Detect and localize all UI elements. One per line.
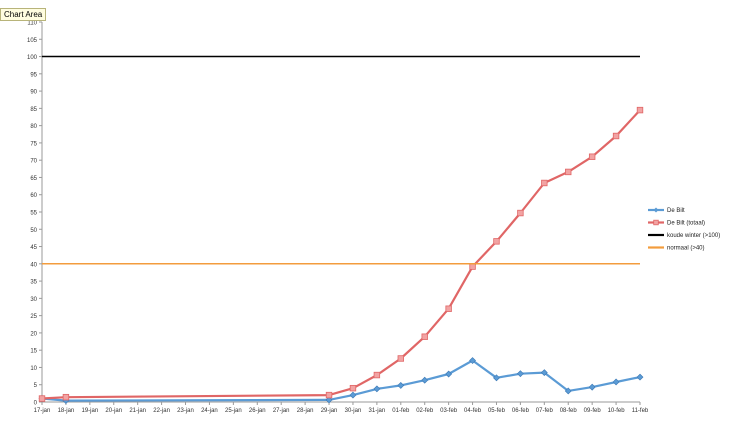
legend-swatch-marker	[653, 219, 659, 226]
x-tick-label: 21-jan	[129, 408, 146, 414]
data-point-square	[517, 209, 524, 217]
data-point-diamond	[349, 391, 357, 399]
series-line	[41, 109, 641, 400]
series-1	[38, 106, 644, 402]
data-point-square	[38, 395, 46, 402]
x-tick-label: 31-jan	[369, 408, 386, 414]
legend-label: koude winter (>100)	[667, 233, 720, 239]
x-tick-label: 05-feb	[488, 408, 506, 414]
x-tick-label: 24-jan	[201, 408, 218, 414]
data-point-square	[62, 393, 70, 401]
data-point-square	[588, 153, 596, 160]
data-point-diamond	[445, 370, 453, 378]
x-tick-label: 17-jan	[34, 408, 51, 414]
y-tick-label: 0	[34, 401, 38, 407]
data-point-square	[325, 391, 333, 399]
data-point-diamond	[325, 396, 333, 404]
data-point-diamond	[564, 387, 572, 395]
y-tick-label: 85	[30, 107, 37, 113]
data-point-diamond	[421, 376, 429, 384]
data-point-diamond	[636, 373, 644, 381]
x-tick-label: 06-feb	[512, 408, 530, 414]
series-line	[41, 359, 641, 402]
x-tick-label: 26-jan	[249, 408, 266, 414]
x-tick-label: 19-jan	[81, 408, 98, 414]
y-tick-label: 100	[27, 55, 38, 61]
data-point-diamond	[540, 369, 548, 377]
data-point-square	[636, 106, 644, 114]
y-tick-label: 80	[30, 124, 37, 130]
x-tick-label: 08-feb	[560, 408, 578, 414]
x-tick-label: 20-jan	[105, 408, 122, 414]
data-point-diamond	[397, 381, 405, 389]
data-point-square	[349, 384, 357, 392]
y-tick-label: 5	[34, 383, 38, 389]
legend-label: De Bilt	[667, 208, 685, 214]
data-point-square	[373, 371, 381, 379]
y-tick-label: 50	[30, 228, 37, 234]
x-tick-label: 22-jan	[153, 408, 170, 414]
data-point-diamond	[373, 385, 381, 393]
data-point-diamond	[493, 374, 500, 382]
data-point-diamond	[469, 357, 476, 364]
y-tick-label: 35	[30, 280, 37, 286]
y-tick-label: 25	[30, 314, 37, 320]
legend-label: normaal (>40)	[667, 246, 705, 252]
data-point-square	[565, 168, 572, 176]
data-point-diamond	[588, 383, 596, 391]
legend-label: De Bilt (totaal)	[667, 221, 705, 227]
y-tick-label: 75	[30, 141, 37, 147]
y-tick-label: 95	[30, 72, 37, 78]
data-point-square	[541, 179, 548, 187]
x-tick-label: 04-feb	[464, 408, 482, 414]
chart-area-tooltip: Chart Area	[0, 8, 47, 21]
x-tick-label: 18-jan	[58, 408, 75, 414]
data-point-square	[397, 355, 404, 362]
x-tick-label: 27-jan	[273, 408, 290, 414]
legend-swatch-marker	[653, 207, 659, 213]
x-tick-label: 29-jan	[321, 408, 338, 414]
y-tick-label: 55	[30, 211, 37, 217]
x-tick-label: 03-feb	[440, 408, 458, 414]
x-tick-label: 10-feb	[608, 408, 626, 414]
y-tick-label: 45	[30, 245, 37, 251]
y-tick-label: 20	[30, 331, 37, 337]
y-tick-label: 30	[30, 297, 37, 303]
data-point-diamond	[516, 370, 524, 378]
data-point-square	[612, 132, 620, 140]
x-tick-label: 28-jan	[297, 408, 314, 414]
x-tick-label: 09-feb	[584, 408, 602, 414]
data-point-square	[445, 305, 452, 312]
y-tick-label: 105	[27, 38, 38, 44]
x-tick-label: 01-feb	[392, 408, 410, 414]
x-tick-label: 25-jan	[225, 408, 242, 414]
data-point-square	[493, 238, 500, 245]
x-tick-label: 07-feb	[536, 408, 554, 414]
data-point-square	[421, 333, 428, 340]
y-tick-label: 110	[27, 21, 37, 27]
series-0	[38, 357, 644, 405]
y-tick-label: 15	[30, 349, 37, 355]
data-point-diamond	[612, 378, 620, 386]
x-tick-label: 30-jan	[345, 408, 362, 414]
y-tick-label: 70	[30, 159, 37, 165]
y-tick-label: 90	[30, 90, 37, 96]
y-tick-label: 40	[30, 262, 37, 268]
y-tick-label: 10	[30, 366, 37, 372]
legend: De Bilt De Bilt (totaal) koude winter (>10…	[648, 207, 720, 252]
x-tick-label: 11-feb	[632, 408, 649, 414]
x-tick-label: 23-jan	[177, 408, 194, 414]
y-tick-label: 65	[30, 176, 37, 182]
y-tick-label: 60	[30, 193, 37, 199]
x-tick-label: 02-feb	[416, 408, 434, 414]
data-point-square	[469, 263, 476, 270]
